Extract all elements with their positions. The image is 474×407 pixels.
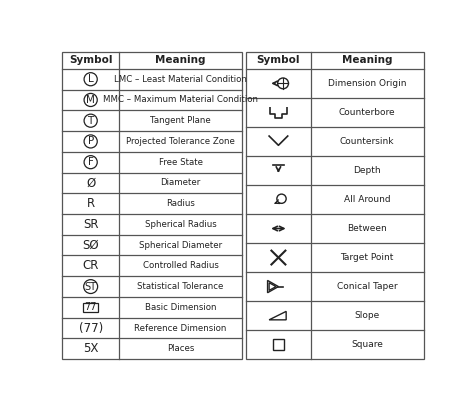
Text: ST: ST: [85, 282, 97, 291]
Text: MMC – Maximum Material Condition: MMC – Maximum Material Condition: [103, 96, 258, 105]
Text: Controlled Radius: Controlled Radius: [143, 261, 219, 270]
Text: Tangent Plane: Tangent Plane: [150, 116, 211, 125]
Text: Diameter: Diameter: [160, 178, 201, 187]
Bar: [273, 339, 284, 350]
Text: 77: 77: [84, 302, 97, 312]
Circle shape: [84, 135, 97, 148]
Text: SR: SR: [83, 218, 99, 231]
Text: F: F: [88, 157, 93, 167]
Text: Square: Square: [351, 340, 383, 349]
Text: Conical Taper: Conical Taper: [337, 282, 398, 291]
Text: M: M: [86, 95, 95, 105]
Text: Countersink: Countersink: [340, 137, 394, 146]
Circle shape: [84, 94, 97, 107]
Text: Symbol: Symbol: [69, 55, 112, 66]
Text: Symbol: Symbol: [256, 55, 300, 66]
Text: (77): (77): [79, 322, 103, 335]
Text: Dimension Origin: Dimension Origin: [328, 79, 406, 88]
Text: Free State: Free State: [159, 158, 202, 167]
Text: Meaning: Meaning: [342, 55, 392, 66]
Circle shape: [84, 280, 98, 293]
Text: Between: Between: [347, 224, 387, 233]
Text: Slope: Slope: [355, 311, 380, 320]
Text: Statistical Tolerance: Statistical Tolerance: [137, 282, 224, 291]
Bar: [246, 52, 423, 359]
Text: L: L: [88, 74, 93, 84]
Text: SØ: SØ: [82, 239, 99, 252]
Text: Meaning: Meaning: [155, 55, 206, 66]
Text: 5X: 5X: [83, 342, 99, 355]
Text: CR: CR: [82, 259, 99, 272]
Text: LMC – Least Material Condition: LMC – Least Material Condition: [114, 75, 247, 84]
Text: Reference Dimension: Reference Dimension: [135, 324, 227, 333]
Text: Spherical Radius: Spherical Radius: [145, 220, 217, 229]
Text: Projected Tolerance Zone: Projected Tolerance Zone: [126, 137, 235, 146]
Text: R: R: [87, 197, 95, 210]
Bar: [83, 303, 99, 312]
Text: P: P: [88, 136, 94, 147]
Text: Basic Dimension: Basic Dimension: [145, 303, 216, 312]
Text: Target Point: Target Point: [340, 253, 394, 262]
Circle shape: [277, 194, 286, 204]
Circle shape: [84, 155, 97, 169]
Text: All Around: All Around: [344, 195, 391, 204]
Circle shape: [278, 78, 289, 89]
Bar: [63, 52, 242, 359]
Text: Places: Places: [167, 344, 194, 353]
Text: Depth: Depth: [353, 166, 381, 175]
Text: T: T: [88, 116, 94, 126]
Text: Ø: Ø: [86, 176, 95, 189]
Text: Radius: Radius: [166, 199, 195, 208]
Circle shape: [84, 114, 97, 127]
Circle shape: [84, 73, 97, 86]
Text: Spherical Diameter: Spherical Diameter: [139, 241, 222, 249]
Text: Counterbore: Counterbore: [339, 108, 395, 117]
